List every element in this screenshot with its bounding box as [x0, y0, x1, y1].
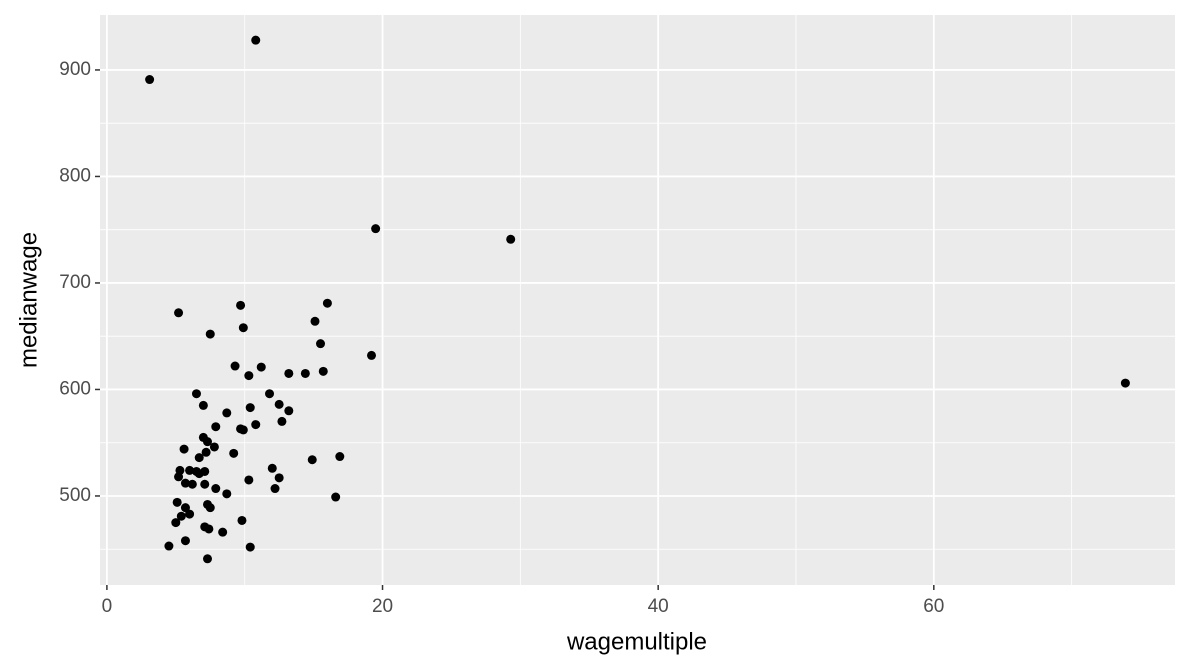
- point: [209, 442, 219, 452]
- point: [204, 524, 214, 534]
- y-tick-label: 800: [59, 165, 91, 186]
- y-axis-title: medianwage: [15, 232, 42, 368]
- x-axis-title: wagemultiple: [566, 628, 707, 655]
- x-tick-label: 60: [923, 596, 944, 617]
- point: [179, 444, 189, 454]
- y-tick-label: 700: [59, 272, 91, 293]
- point: [335, 452, 345, 462]
- point: [300, 368, 310, 378]
- point: [211, 422, 221, 432]
- point: [245, 403, 255, 413]
- point: [270, 484, 280, 494]
- point: [180, 503, 190, 513]
- point: [331, 492, 341, 502]
- point: [229, 448, 239, 458]
- y-tick-label: 900: [59, 59, 91, 80]
- point: [367, 350, 377, 360]
- point: [316, 339, 326, 349]
- point: [185, 509, 195, 519]
- point: [1120, 378, 1130, 388]
- point: [174, 472, 184, 482]
- point: [506, 234, 516, 244]
- point: [191, 389, 201, 399]
- point: [274, 473, 284, 483]
- point: [256, 362, 266, 372]
- point: [265, 389, 275, 399]
- point: [245, 542, 255, 552]
- point: [205, 329, 215, 339]
- point: [180, 536, 190, 546]
- point: [277, 416, 287, 426]
- point: [318, 366, 328, 376]
- point: [194, 453, 204, 463]
- point: [203, 554, 212, 564]
- point: [171, 518, 181, 528]
- point: [251, 35, 261, 45]
- point: [145, 75, 155, 85]
- point: [371, 224, 381, 234]
- point: [164, 541, 174, 551]
- point: [194, 469, 204, 479]
- point: [198, 400, 208, 410]
- point: [205, 503, 215, 513]
- x-tick-label: 0: [102, 596, 113, 617]
- plot-panel: [100, 15, 1175, 585]
- point: [310, 316, 320, 326]
- point: [236, 300, 246, 310]
- point: [200, 479, 210, 489]
- y-tick-label: 500: [59, 485, 91, 506]
- point: [174, 308, 184, 318]
- point: [284, 406, 294, 416]
- point: [238, 323, 248, 333]
- point: [238, 425, 248, 435]
- point: [185, 465, 195, 475]
- point: [187, 479, 197, 489]
- point: [222, 408, 232, 418]
- x-tick-label: 20: [372, 596, 393, 617]
- point: [237, 515, 247, 525]
- point: [251, 420, 261, 430]
- point: [322, 298, 332, 308]
- x-tick-label: 40: [648, 596, 669, 617]
- point: [274, 399, 284, 409]
- point: [267, 463, 277, 473]
- point: [244, 371, 254, 381]
- point: [176, 511, 186, 521]
- point: [218, 527, 228, 537]
- point: [211, 484, 221, 494]
- point: [284, 368, 294, 378]
- point: [244, 475, 254, 485]
- y-tick-label: 600: [59, 378, 91, 399]
- point: [222, 489, 232, 499]
- point: [230, 361, 240, 371]
- point: [307, 455, 317, 465]
- point: [180, 478, 190, 488]
- point: [201, 447, 211, 457]
- point: [203, 437, 212, 447]
- point: [172, 497, 182, 507]
